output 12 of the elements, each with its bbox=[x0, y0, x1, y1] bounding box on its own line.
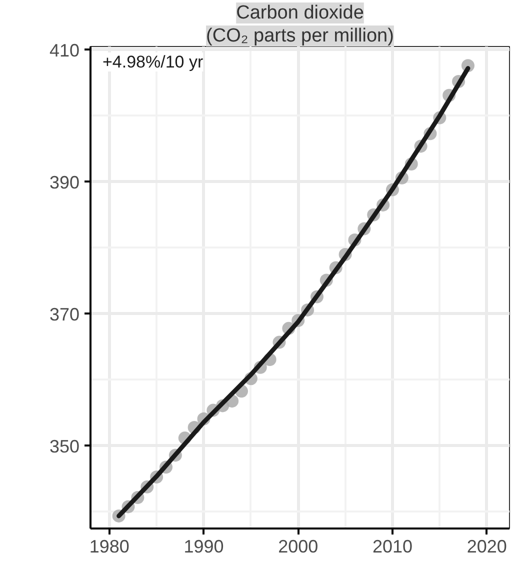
y-tick-label: 390 bbox=[49, 172, 80, 192]
chart-subtitle: (CO₂ parts per million) bbox=[206, 26, 394, 46]
y-tick-label: 350 bbox=[49, 436, 80, 456]
x-tick-label: 2020 bbox=[466, 536, 507, 556]
x-tick-label: 2000 bbox=[278, 536, 318, 556]
annotation: +4.98%/10 yr bbox=[102, 52, 204, 72]
chart-title: Carbon dioxide bbox=[236, 2, 364, 24]
y-tick-label: 410 bbox=[49, 40, 80, 60]
y-tick-label: 370 bbox=[49, 304, 80, 324]
x-tick-label: 2010 bbox=[372, 536, 413, 556]
x-tick-label: 1990 bbox=[184, 536, 224, 556]
x-tick-label: 1980 bbox=[89, 536, 130, 556]
